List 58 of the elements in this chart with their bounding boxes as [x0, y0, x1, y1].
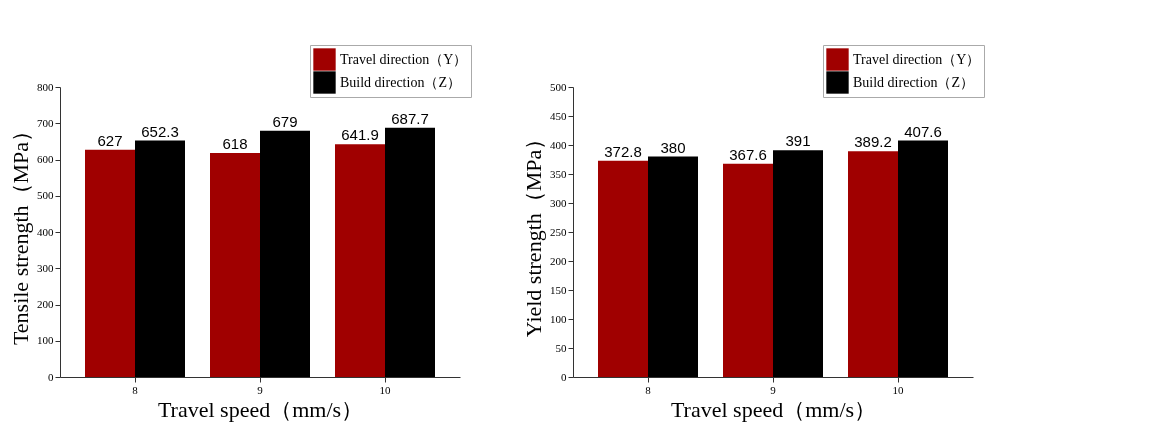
y-tick-label: 600	[37, 153, 54, 165]
y-tick-label: 200	[37, 298, 54, 310]
y-tick-label: 150	[550, 283, 567, 296]
bar	[723, 163, 773, 377]
y-tick-label: 300	[37, 261, 54, 274]
data-label: 389.2	[854, 133, 892, 151]
data-label: 652.3	[141, 122, 179, 140]
bar	[848, 151, 898, 377]
bar	[648, 156, 698, 377]
y-tick-label: 350	[550, 167, 567, 180]
x-axis-title: Travel speed（mm/s）	[670, 396, 877, 422]
legend-label: Build direction（Z）	[853, 74, 974, 90]
bar	[210, 152, 260, 377]
y-tick-label: 300	[550, 196, 567, 209]
y-tick-label: 0	[48, 370, 54, 383]
x-tick-label: 9	[770, 383, 777, 396]
data-label: 618	[222, 134, 248, 152]
x-axis-title: Travel speed（mm/s）	[157, 396, 364, 422]
data-label: 679	[272, 112, 298, 130]
data-label: 627	[97, 131, 123, 149]
y-tick-label: 50	[555, 341, 567, 354]
x-tick-label: 9	[257, 383, 264, 396]
data-label: 407.6	[904, 122, 942, 140]
x-tick-label: 8	[132, 383, 139, 396]
y-tick-label: 800	[37, 80, 54, 93]
y-tick-label: 250	[550, 225, 567, 238]
bar	[598, 160, 648, 377]
y-tick-label: 200	[550, 254, 567, 267]
data-label: 687.7	[391, 109, 429, 127]
bar	[385, 127, 435, 377]
x-tick-label: 8	[645, 383, 652, 396]
bar	[335, 144, 385, 377]
bar	[85, 149, 135, 377]
y-tick-label: 0	[561, 370, 567, 383]
x-tick-label: 10	[379, 383, 391, 396]
data-label: 372.8	[604, 142, 642, 160]
data-label: 641.9	[341, 126, 379, 144]
x-tick-label: 10	[892, 383, 904, 396]
data-label: 380	[660, 138, 686, 156]
bar	[773, 150, 823, 377]
y-tick-label: 400	[550, 138, 567, 151]
data-label: 391	[785, 132, 811, 150]
y-tick-label: 500	[550, 80, 567, 93]
legend-label: Travel direction（Y）	[340, 51, 468, 67]
y-tick-label: 400	[37, 225, 54, 238]
y-tick-label: 500	[37, 189, 54, 202]
bar	[898, 140, 948, 377]
legend-label: Build direction（Z）	[340, 74, 461, 90]
legend-label: Travel direction（Y）	[853, 51, 981, 67]
bar	[260, 130, 310, 377]
data-label: 367.6	[729, 145, 767, 163]
y-tick-label: 100	[37, 334, 54, 347]
y-tick-label: 700	[37, 116, 54, 129]
y-axis-title: Tensile strength（MPa）	[8, 119, 33, 346]
bar	[135, 140, 185, 377]
y-axis-title: Yield strength（MPa）	[521, 127, 546, 338]
y-tick-label: 100	[550, 312, 567, 325]
y-tick-label: 450	[550, 109, 567, 122]
